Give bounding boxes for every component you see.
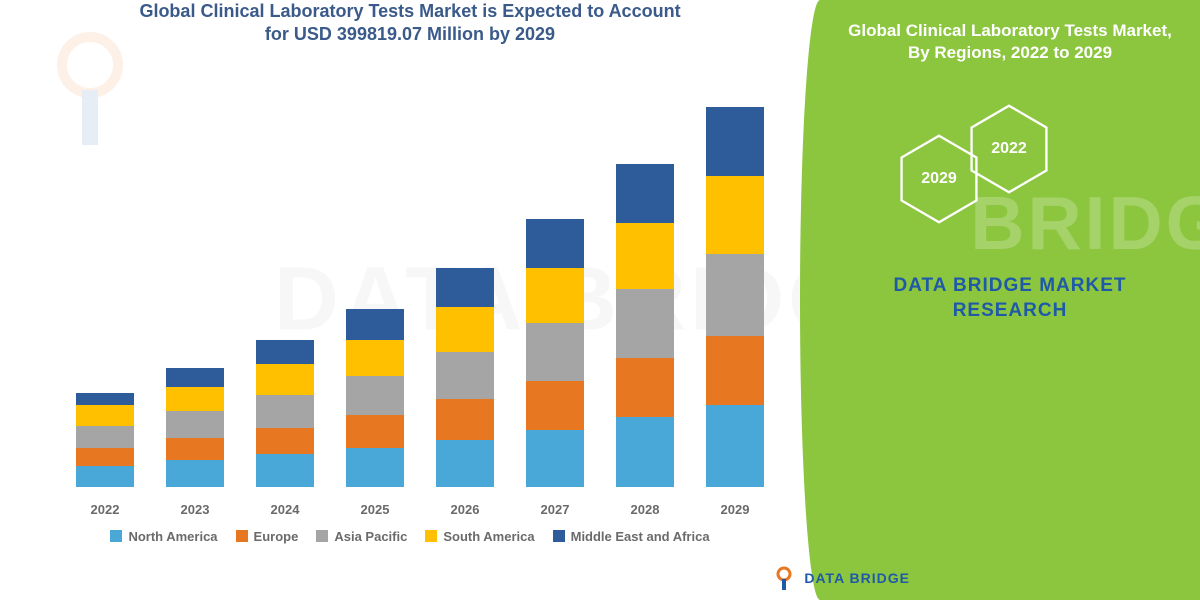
legend-label: Middle East and Africa	[571, 529, 710, 544]
bar-seg-north-america	[706, 405, 764, 487]
sidebar-title: Global Clinical Laboratory Tests Market,…	[840, 20, 1180, 64]
bar-seg-north-america	[616, 417, 674, 486]
x-label-2022: 2022	[76, 502, 134, 517]
bar-seg-europe	[76, 448, 134, 466]
legend-item-middle-east-and-africa: Middle East and Africa	[553, 529, 710, 544]
hex-label-2029: 2029	[921, 170, 957, 188]
bottom-logo-text: DATA BRIDGE	[804, 570, 910, 586]
x-label-2023: 2023	[166, 502, 224, 517]
bar-2022	[76, 393, 134, 487]
hexagon-2022: 2022	[970, 104, 1048, 194]
bar-seg-north-america	[76, 466, 134, 486]
bar-seg-europe	[616, 358, 674, 417]
legend-swatch	[425, 530, 437, 542]
x-label-2024: 2024	[256, 502, 314, 517]
bar-seg-south-america	[346, 340, 404, 377]
x-label-2025: 2025	[346, 502, 404, 517]
bar-2025	[346, 309, 404, 487]
sidebar: Global Clinical Laboratory Tests Market,…	[820, 0, 1200, 600]
bar-seg-south-america	[436, 307, 494, 352]
legend-label: North America	[128, 529, 217, 544]
bar-seg-asia-pacific	[706, 254, 764, 336]
legend-swatch	[553, 530, 565, 542]
hexagon-group: 2029 2022	[840, 104, 1180, 224]
bar-2024	[256, 340, 314, 487]
bar-seg-south-america	[166, 387, 224, 412]
legend-swatch	[110, 530, 122, 542]
bar-seg-north-america	[256, 454, 314, 487]
bar-seg-middle-east-and-africa	[526, 219, 584, 268]
legend-item-europe: Europe	[236, 529, 299, 544]
legend-label: Asia Pacific	[334, 529, 407, 544]
bar-seg-south-america	[706, 176, 764, 254]
chart-section: Global Clinical Laboratory Tests Market …	[0, 0, 820, 600]
bar-seg-south-america	[76, 405, 134, 425]
bar-seg-middle-east-and-africa	[616, 164, 674, 223]
bar-seg-asia-pacific	[616, 289, 674, 358]
bar-2023	[166, 368, 224, 486]
legend-swatch	[316, 530, 328, 542]
bar-2029	[706, 107, 764, 487]
bar-seg-middle-east-and-africa	[346, 309, 404, 340]
chart-title-line1: Global Clinical Laboratory Tests Market …	[139, 1, 680, 21]
bar-seg-asia-pacific	[166, 411, 224, 438]
chart-area: 2022 2023 2024 2025 2026 2027 2028 2029	[20, 87, 800, 517]
bar-seg-north-america	[436, 440, 494, 487]
hexagon-2029: 2029	[900, 134, 978, 224]
bar-seg-europe	[706, 336, 764, 405]
bar-seg-middle-east-and-africa	[706, 107, 764, 176]
x-axis-labels: 2022 2023 2024 2025 2026 2027 2028 2029	[60, 502, 780, 517]
bar-seg-europe	[526, 381, 584, 430]
bar-seg-south-america	[616, 223, 674, 288]
bars-container	[60, 107, 780, 487]
chart-title: Global Clinical Laboratory Tests Market …	[20, 0, 800, 47]
x-label-2028: 2028	[616, 502, 674, 517]
legend: North America Europe Asia Pacific South Ame…	[20, 529, 800, 544]
legend-item-north-america: North America	[110, 529, 217, 544]
legend-label: Europe	[254, 529, 299, 544]
bar-seg-middle-east-and-africa	[166, 368, 224, 386]
main-container: Global Clinical Laboratory Tests Market …	[0, 0, 1200, 600]
brand-line2: RESEARCH	[953, 300, 1068, 321]
brand-text: DATA BRIDGE MARKET RESEARCH	[840, 274, 1180, 323]
bar-seg-asia-pacific	[436, 352, 494, 399]
legend-item-south-america: South America	[425, 529, 534, 544]
bar-seg-asia-pacific	[76, 426, 134, 448]
legend-item-asia-pacific: Asia Pacific	[316, 529, 407, 544]
bar-seg-asia-pacific	[346, 376, 404, 415]
bar-seg-south-america	[526, 268, 584, 323]
bottom-logo: DATA BRIDGE	[770, 564, 910, 592]
brand-line1: DATA BRIDGE MARKET	[894, 275, 1127, 296]
bar-seg-middle-east-and-africa	[76, 393, 134, 405]
legend-swatch	[236, 530, 248, 542]
bar-seg-middle-east-and-africa	[436, 268, 494, 307]
x-label-2029: 2029	[706, 502, 764, 517]
bottom-logo-icon	[770, 564, 798, 592]
bar-seg-south-america	[256, 364, 314, 395]
bar-2027	[526, 219, 584, 487]
bar-seg-asia-pacific	[526, 323, 584, 380]
bar-seg-north-america	[166, 460, 224, 487]
bar-2026	[436, 268, 494, 487]
bar-seg-asia-pacific	[256, 395, 314, 428]
hex-label-2022: 2022	[991, 140, 1027, 158]
bar-seg-north-america	[526, 430, 584, 487]
bar-seg-europe	[436, 399, 494, 440]
x-label-2026: 2026	[436, 502, 494, 517]
bar-seg-north-america	[346, 448, 404, 487]
bar-seg-europe	[346, 415, 404, 448]
bar-seg-europe	[166, 438, 224, 460]
bar-seg-europe	[256, 428, 314, 455]
bar-2028	[616, 164, 674, 487]
x-label-2027: 2027	[526, 502, 584, 517]
legend-label: South America	[443, 529, 534, 544]
chart-title-line2: for USD 399819.07 Million by 2029	[265, 24, 555, 44]
bar-seg-middle-east-and-africa	[256, 340, 314, 365]
